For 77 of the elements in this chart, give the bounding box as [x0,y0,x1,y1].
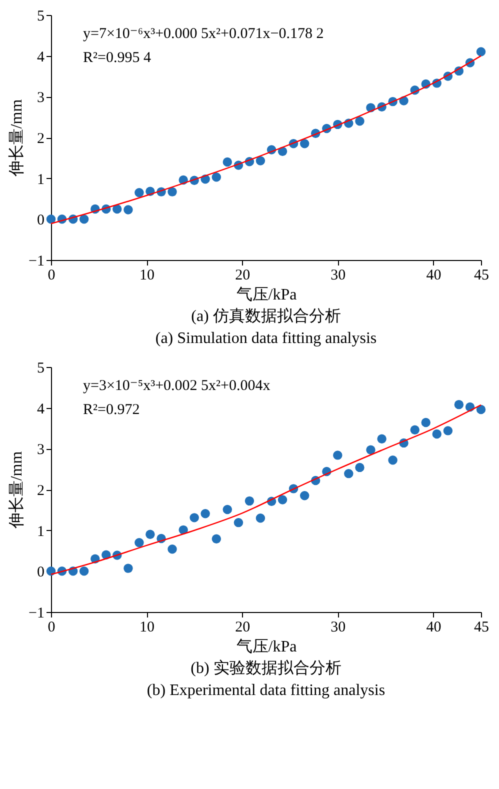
y-tick-label: 5 [37,8,44,24]
y-tick-label: −1 [28,254,44,270]
y-tick-label: 3 [37,90,44,106]
point [410,425,420,434]
point [476,404,486,414]
annotation: R²=0.995 4 [83,50,152,66]
point [244,496,254,506]
point [134,538,144,548]
point [377,434,386,444]
x-tick-label: 20 [235,268,250,284]
x-tick-label: 20 [235,620,250,636]
x-axis-title: 气压/kPa [236,286,297,304]
y-tick-label: 1 [37,524,44,540]
point [443,426,453,436]
point [134,188,144,198]
point [355,462,364,472]
y-tick-label: 5 [37,360,44,376]
annotation: y=7×10⁻⁶x³+0.000 5x²+0.071x−0.178 2 [83,26,324,42]
x-tick-label: 0 [48,620,56,636]
y-tick-label: 1 [37,172,44,188]
point [46,214,56,224]
x-tick-label: 10 [140,620,155,636]
point [476,47,486,56]
point [421,418,430,428]
point [234,518,244,528]
y-tick-label: 4 [37,401,45,418]
point [46,566,56,576]
x-tick-label: 10 [140,268,155,284]
annotation: y=3×10⁻⁵x³+0.002 5x²+0.004x [83,378,271,394]
point [222,157,232,167]
point [355,116,364,126]
point [200,508,210,518]
x-tick-label: 30 [330,268,346,284]
y-tick-label: 0 [37,212,44,229]
annotation: R²=0.972 [83,402,140,418]
point [454,400,464,410]
y-axis-title: 伸长量/mm [8,98,26,178]
point [124,564,133,573]
point [190,513,199,522]
y-tick-label: 2 [37,131,44,147]
point [344,468,354,478]
point [388,456,398,465]
x-tick-label: 30 [330,620,346,636]
point [432,429,442,439]
text: (a) Simulation data fitting analysis [155,330,377,347]
point [333,450,342,460]
x-tick-label: 40 [426,620,442,636]
text: (b) Experimental data fitting analysis [146,682,386,699]
point [168,187,177,196]
point [256,156,266,166]
point [366,445,376,454]
y-tick-label: 3 [37,442,44,458]
point [300,491,310,500]
text: (a) 仿真数据拟合分析 [191,307,341,325]
x-tick-label: 45 [474,620,489,636]
point [146,530,155,540]
text: (b) 实验数据拟合分析 [190,659,342,677]
point [79,214,89,224]
y-axis-title: 伸长量/mm [8,450,26,530]
point [124,205,133,214]
y-tick-label: 4 [37,49,45,66]
point [212,172,222,182]
x-axis-title: 气压/kPa [236,638,297,656]
point [79,566,89,576]
point [168,544,177,554]
x-tick-label: 0 [48,268,56,284]
y-tick-label: 0 [37,564,44,581]
y-tick-label: 2 [37,483,44,499]
x-tick-label: 45 [474,268,489,284]
point [300,139,310,148]
y-tick-label: −1 [28,606,44,622]
point [256,513,266,523]
point [212,534,222,544]
point [112,204,122,214]
x-tick-label: 40 [426,268,442,284]
point [222,504,232,514]
point [278,495,288,504]
